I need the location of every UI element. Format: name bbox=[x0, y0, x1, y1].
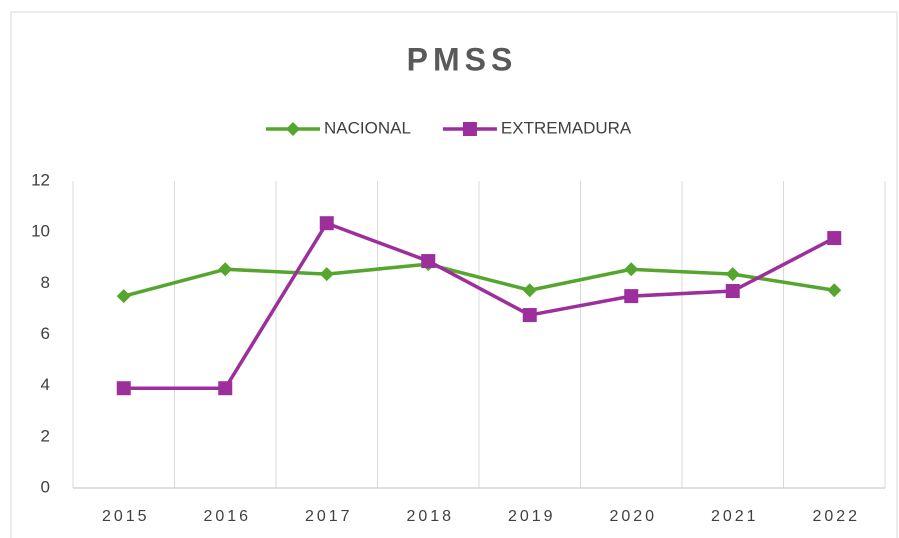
x-tick-label: 2021 bbox=[711, 508, 759, 525]
legend-marker bbox=[462, 122, 477, 136]
point-marker bbox=[827, 231, 842, 246]
y-tick-label: 4 bbox=[41, 375, 50, 394]
legend-marker bbox=[286, 122, 300, 136]
point-marker bbox=[218, 262, 233, 277]
legend-label: EXTREMADURA bbox=[501, 118, 632, 137]
point-marker bbox=[319, 216, 334, 231]
point-marker bbox=[522, 283, 537, 298]
series-line bbox=[123, 221, 836, 390]
point-marker bbox=[725, 267, 740, 282]
x-tick-label: 2017 bbox=[305, 508, 353, 525]
series-line bbox=[123, 262, 835, 298]
point-marker bbox=[725, 284, 740, 299]
x-tick-label: 2022 bbox=[812, 508, 860, 525]
y-tick-label: 8 bbox=[41, 273, 50, 292]
x-tick-label: 2016 bbox=[203, 508, 251, 525]
point-marker bbox=[218, 381, 233, 396]
legend-label: NACIONAL bbox=[324, 118, 411, 137]
point-marker bbox=[827, 283, 842, 298]
y-tick-label: 0 bbox=[41, 477, 50, 496]
point-marker bbox=[624, 289, 639, 304]
y-tick-label: 12 bbox=[31, 170, 50, 189]
point-marker bbox=[116, 381, 131, 396]
point-marker bbox=[116, 289, 131, 304]
x-tick-label: 2020 bbox=[609, 508, 657, 525]
chart-title: PMSS bbox=[407, 41, 518, 77]
x-tick-label: 2018 bbox=[406, 508, 454, 525]
x-tick-label: 2015 bbox=[102, 508, 150, 525]
point-marker bbox=[319, 267, 334, 282]
point-marker bbox=[421, 254, 436, 269]
x-tick-label: 2019 bbox=[508, 508, 556, 525]
y-tick-label: 6 bbox=[41, 324, 50, 343]
y-tick-label: 10 bbox=[31, 222, 50, 241]
point-marker bbox=[624, 262, 639, 277]
y-tick-label: 2 bbox=[41, 426, 50, 445]
point-marker bbox=[522, 308, 537, 323]
